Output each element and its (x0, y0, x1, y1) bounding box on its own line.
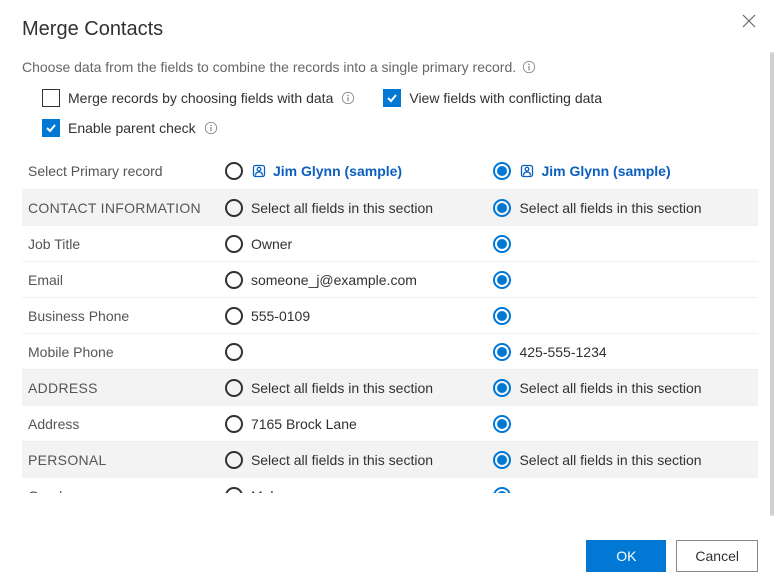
radio[interactable] (225, 379, 243, 397)
radio[interactable] (493, 451, 511, 469)
field-label: Address (22, 408, 221, 440)
section-header: PERSONAL Select all fields in this sectio… (22, 441, 758, 477)
radio[interactable] (493, 307, 511, 325)
view-conflicts-checkbox[interactable]: View fields with conflicting data (383, 89, 602, 107)
section-select-label: Select all fields in this section (519, 452, 701, 468)
record-a-link[interactable]: Jim Glynn (sample) (251, 163, 402, 179)
radio[interactable] (225, 307, 243, 325)
dialog-subtitle-text: Choose data from the fields to combine t… (22, 59, 516, 75)
radio[interactable] (493, 199, 511, 217)
dialog-title: Merge Contacts (22, 18, 758, 41)
options-block: Merge records by choosing fields with da… (22, 89, 758, 137)
radio[interactable] (225, 451, 243, 469)
record-b-header[interactable]: Jim Glynn (sample) (489, 156, 758, 186)
checkbox-box (42, 119, 60, 137)
section-select-a[interactable]: Select all fields in this section (221, 193, 490, 223)
checkbox-box (42, 89, 60, 107)
radio[interactable] (493, 487, 511, 494)
info-icon[interactable] (204, 121, 218, 135)
checkbox-box (383, 89, 401, 107)
section-select-label: Select all fields in this section (519, 380, 701, 396)
view-conflicts-label: View fields with conflicting data (409, 90, 602, 106)
field-value-b[interactable] (489, 229, 758, 259)
section-select-b[interactable]: Select all fields in this section (489, 373, 758, 403)
header-row: Select Primary record Jim Glynn (sample) J… (22, 153, 758, 189)
field-text: 7165 Brock Lane (251, 416, 357, 432)
field-label: Email (22, 264, 221, 296)
field-value-b[interactable] (489, 265, 758, 295)
section-select-a[interactable]: Select all fields in this section (221, 445, 490, 475)
section-select-label: Select all fields in this section (251, 200, 433, 216)
field-text: 425-555-1234 (519, 344, 606, 360)
radio[interactable] (493, 379, 511, 397)
dialog-footer: OK Cancel (586, 540, 758, 572)
section-select-label: Select all fields in this section (251, 380, 433, 396)
radio[interactable] (225, 271, 243, 289)
field-text: someone_j@example.com (251, 272, 417, 288)
parent-check-label: Enable parent check (68, 120, 196, 136)
field-value-b[interactable] (489, 409, 758, 439)
field-row: Job Title Owner (22, 225, 758, 261)
radio[interactable] (225, 487, 243, 494)
section-name: CONTACT INFORMATION (22, 192, 221, 224)
field-value-b[interactable] (489, 301, 758, 331)
close-icon[interactable] (742, 14, 762, 34)
field-value-a[interactable]: Owner (221, 229, 490, 259)
radio[interactable] (225, 235, 243, 253)
field-row: Gender Male (22, 477, 758, 493)
primary-record-label: Select Primary record (22, 155, 221, 187)
field-value-b[interactable]: 425-555-1234 (489, 337, 758, 367)
section-select-a[interactable]: Select all fields in this section (221, 373, 490, 403)
field-value-a[interactable]: Male (221, 481, 490, 494)
parent-check-checkbox[interactable]: Enable parent check (42, 119, 218, 137)
radio[interactable] (225, 343, 243, 361)
section-name: ADDRESS (22, 372, 221, 404)
ok-button[interactable]: OK (586, 540, 666, 572)
section-name: PERSONAL (22, 444, 221, 476)
field-row: Mobile Phone 425-555-1234 (22, 333, 758, 369)
field-text: Owner (251, 236, 292, 252)
field-text: Male (251, 488, 281, 494)
merge-by-fields-label: Merge records by choosing fields with da… (68, 90, 333, 106)
radio[interactable] (225, 415, 243, 433)
section-select-label: Select all fields in this section (251, 452, 433, 468)
radio[interactable] (493, 343, 511, 361)
dialog-subtitle: Choose data from the fields to combine t… (22, 59, 758, 75)
field-row: Email someone_j@example.com (22, 261, 758, 297)
record-a-header[interactable]: Jim Glynn (sample) (221, 156, 490, 186)
radio[interactable] (493, 415, 511, 433)
field-value-b[interactable] (489, 481, 758, 494)
radio[interactable] (493, 235, 511, 253)
info-icon[interactable] (522, 60, 536, 74)
radio[interactable] (493, 271, 511, 289)
radio[interactable] (225, 199, 243, 217)
section-select-label: Select all fields in this section (519, 200, 701, 216)
field-value-a[interactable]: someone_j@example.com (221, 265, 490, 295)
section-header: ADDRESS Select all fields in this section… (22, 369, 758, 405)
cancel-button[interactable]: Cancel (676, 540, 758, 572)
field-label: Business Phone (22, 300, 221, 332)
radio[interactable] (225, 162, 243, 180)
field-row: Address 7165 Brock Lane (22, 405, 758, 441)
field-value-a[interactable]: 555-0109 (221, 301, 490, 331)
fields-table: Select Primary record Jim Glynn (sample) J… (22, 153, 758, 493)
section-select-b[interactable]: Select all fields in this section (489, 445, 758, 475)
info-icon[interactable] (341, 91, 355, 105)
merge-contacts-dialog: Merge Contacts Choose data from the fiel… (0, 0, 780, 586)
radio[interactable] (493, 162, 511, 180)
scrollbar[interactable] (770, 52, 774, 516)
field-row: Business Phone 555-0109 (22, 297, 758, 333)
field-value-a[interactable]: 7165 Brock Lane (221, 409, 490, 439)
field-label: Job Title (22, 228, 221, 260)
field-text: 555-0109 (251, 308, 310, 324)
merge-by-fields-checkbox[interactable]: Merge records by choosing fields with da… (42, 89, 355, 107)
section-select-b[interactable]: Select all fields in this section (489, 193, 758, 223)
field-label: Gender (22, 480, 221, 494)
record-b-link[interactable]: Jim Glynn (sample) (519, 163, 670, 179)
field-value-a[interactable] (221, 337, 490, 367)
field-label: Mobile Phone (22, 336, 221, 368)
section-header: CONTACT INFORMATION Select all fields in … (22, 189, 758, 225)
